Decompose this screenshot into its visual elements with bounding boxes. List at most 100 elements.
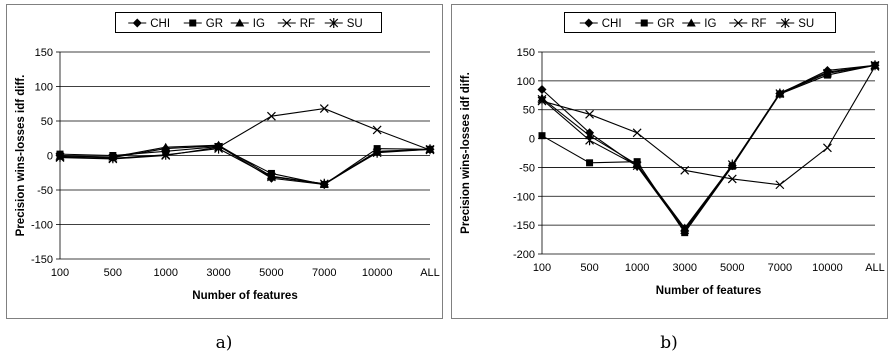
x-tick-label: 5000 (720, 262, 744, 274)
legend-label: RF (751, 18, 766, 30)
legend-item-rf: RF (729, 18, 767, 30)
data-point (267, 111, 276, 121)
x-tick-label: 5000 (259, 267, 283, 279)
legend-marker (235, 18, 245, 27)
data-point (267, 171, 276, 182)
data-point (585, 109, 594, 119)
legend: CHI GR IG RF SU (115, 12, 382, 33)
x-tick-label: 500 (104, 267, 122, 279)
data-point (775, 180, 785, 190)
y-tick-label: 100 (35, 82, 53, 94)
series-su (537, 60, 880, 235)
legend-label: GR (657, 18, 674, 30)
legend-label: CHI (150, 18, 170, 30)
legend-marker (686, 18, 696, 27)
y-tick-label: 0 (47, 151, 53, 163)
data-point (537, 85, 547, 95)
legend-item-ig: IG (682, 18, 716, 30)
legend-label: GR (206, 18, 223, 30)
series-line (541, 64, 876, 232)
chart-frame (451, 4, 888, 319)
data-point (214, 143, 223, 154)
panel-caption: a) (216, 333, 233, 353)
y-tick-label: -100 (31, 220, 53, 232)
y-tick-label: -150 (31, 254, 53, 266)
data-point (727, 159, 737, 170)
series-line (541, 64, 876, 231)
data-point (161, 149, 171, 160)
data-point (372, 147, 382, 158)
x-tick-label: 100 (51, 267, 69, 279)
series-line (541, 64, 876, 229)
y-axis-title: Precision wins-losses idf diff. (460, 72, 472, 234)
legend-label: IG (253, 18, 265, 30)
series-line (59, 148, 431, 185)
x-tick-label: 3000 (206, 267, 230, 279)
series-su (55, 143, 435, 189)
y-tick-label: 150 (517, 47, 535, 59)
x-tick-label: 500 (580, 262, 598, 274)
x-tick-label: 3000 (672, 262, 696, 274)
data-point (823, 68, 832, 79)
data-point (680, 224, 690, 235)
data-point (538, 132, 546, 140)
legend-marker (282, 18, 292, 28)
data-point (727, 174, 737, 184)
y-tick-label: -50 (519, 162, 535, 174)
data-point (632, 128, 642, 138)
legend-label: IG (704, 18, 716, 30)
legend-label: SU (347, 18, 363, 30)
legend-marker (780, 18, 790, 28)
y-tick-label: 50 (41, 116, 53, 128)
x-tick-label: ALL (420, 267, 440, 279)
legend-item-gr: GR (635, 18, 675, 30)
x-tick-label: 100 (533, 262, 551, 274)
data-point (108, 153, 118, 164)
legend-marker (733, 18, 743, 28)
legend-item-chi: CHI (128, 18, 170, 30)
y-tick-label: 100 (517, 76, 535, 88)
data-point (425, 144, 435, 155)
data-point (586, 159, 594, 167)
data-point (632, 160, 642, 171)
x-tick-label: 10000 (812, 262, 843, 274)
data-point (680, 165, 690, 175)
y-tick-label: -100 (513, 191, 535, 203)
data-point (823, 143, 832, 153)
x-axis-title: Number of features (656, 285, 761, 297)
x-tick-label: 7000 (312, 267, 336, 279)
series-rf (537, 62, 880, 190)
series-line (541, 66, 876, 186)
legend-item-rf: RF (277, 18, 315, 30)
legend-marker (132, 18, 142, 28)
data-point (775, 88, 785, 99)
x-tick-label: 10000 (362, 267, 393, 279)
y-axis-title: Precision wins-losses idf diff. (15, 75, 27, 237)
data-point (372, 125, 382, 135)
legend-item-su: SU (776, 18, 814, 30)
series-line (59, 144, 431, 185)
data-point (585, 135, 594, 146)
series-line (59, 108, 431, 160)
data-point (319, 104, 329, 114)
legend-label: CHI (602, 18, 622, 30)
legend-label: RF (300, 18, 315, 30)
y-tick-label: 0 (529, 134, 535, 146)
legend-item-su: SU (324, 18, 363, 30)
legend-item-gr: GR (183, 18, 223, 30)
y-tick-label: -50 (37, 185, 53, 197)
y-tick-label: -200 (513, 249, 535, 261)
x-tick-label: 7000 (768, 262, 792, 274)
y-tick-label: -150 (513, 220, 535, 232)
legend-marker (189, 19, 197, 27)
panel-caption: b) (660, 333, 678, 353)
chart-frame (6, 4, 443, 319)
data-point (161, 142, 171, 151)
x-tick-label: ALL (865, 262, 885, 274)
y-tick-label: 150 (35, 47, 53, 59)
data-point (585, 131, 595, 140)
data-point (537, 94, 547, 105)
